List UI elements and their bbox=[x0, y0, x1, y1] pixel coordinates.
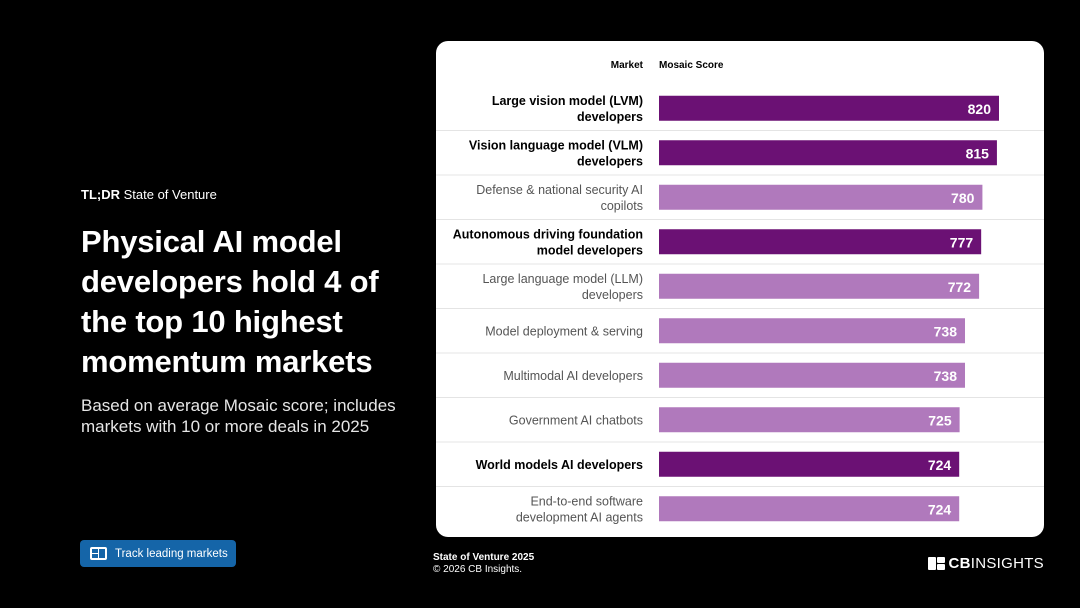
category-label: Large vision model (LVM) developers bbox=[492, 94, 643, 124]
bar bbox=[659, 273, 980, 299]
category-label: Model deployment & serving bbox=[485, 324, 643, 338]
bar bbox=[659, 496, 960, 522]
bar-value-label: 772 bbox=[948, 279, 972, 295]
bar-value-label: 725 bbox=[928, 412, 952, 428]
bar-value-label: 738 bbox=[934, 368, 958, 384]
category-label: World models AI developers bbox=[476, 458, 643, 472]
category-label: Large language model (LLM) developers bbox=[482, 272, 643, 302]
headline: Physical AI model developers hold 4 of t… bbox=[81, 224, 379, 379]
category-label: Autonomous driving foundation model devel… bbox=[453, 227, 643, 257]
footer-title: State of Venture 2025 bbox=[433, 552, 535, 563]
category-label: Government AI chatbots bbox=[509, 413, 643, 427]
footer-copyright: © 2026 CB Insights. bbox=[433, 564, 523, 575]
chart-card: Market Mosaic Score Large vision model (… bbox=[436, 41, 1044, 537]
kicker: TL;DR State of Venture bbox=[81, 187, 217, 202]
dashboard-icon bbox=[90, 547, 107, 560]
category-label: End-to-end software development AI agents bbox=[516, 494, 643, 524]
bar-chart: Market Mosaic Score Large vision model (… bbox=[436, 60, 1044, 524]
footer: State of Venture 2025 © 2026 CB Insights… bbox=[433, 552, 534, 576]
bar bbox=[659, 95, 999, 121]
category-label: Vision language model (VLM) developers bbox=[469, 138, 643, 168]
bar-value-label: 724 bbox=[928, 501, 952, 517]
cb-insights-logo: CB INSIGHTS bbox=[928, 555, 1044, 572]
category-label: Multimodal AI developers bbox=[503, 369, 643, 383]
market-column-header: Market bbox=[611, 60, 644, 71]
bar-value-label: 780 bbox=[951, 190, 975, 206]
bar-value-label: 815 bbox=[966, 145, 990, 161]
score-column-header: Mosaic Score bbox=[659, 60, 724, 71]
bar bbox=[659, 451, 960, 477]
category-label: Defense & national security AI copilots bbox=[476, 183, 643, 213]
bar-value-label: 820 bbox=[968, 101, 992, 117]
bar bbox=[659, 362, 965, 388]
bar bbox=[659, 184, 983, 210]
kicker-rest: State of Venture bbox=[120, 187, 217, 202]
bar-value-label: 724 bbox=[928, 457, 952, 473]
track-leading-markets-button[interactable]: Track leading markets bbox=[80, 540, 236, 567]
brand-rest: INSIGHTS bbox=[970, 555, 1044, 572]
bar-value-label: 777 bbox=[950, 234, 974, 250]
bar bbox=[659, 407, 960, 433]
kicker-bold: TL;DR bbox=[81, 187, 120, 202]
subtitle: Based on average Mosaic score; includes … bbox=[81, 396, 396, 436]
bar-value-label: 738 bbox=[934, 323, 958, 339]
bar bbox=[659, 229, 982, 255]
cb-logo-icon bbox=[928, 557, 946, 570]
track-leading-markets-label: Track leading markets bbox=[115, 547, 228, 560]
brand-bold: CB bbox=[948, 555, 971, 572]
bar bbox=[659, 318, 965, 344]
bar bbox=[659, 140, 997, 166]
